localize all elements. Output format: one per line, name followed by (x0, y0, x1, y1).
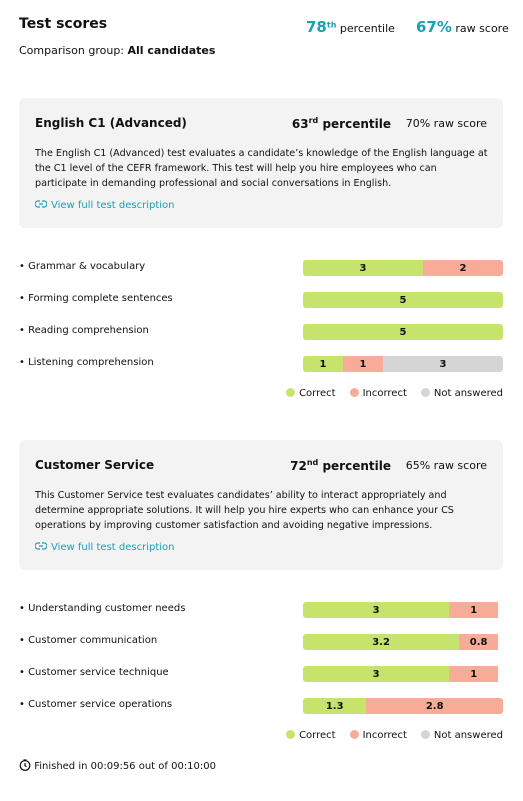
percentile: 78th percentile (306, 18, 395, 36)
segment-label: 1 (470, 668, 478, 680)
bar-segment: 1 (449, 602, 499, 618)
bar-segment: 3 (303, 602, 450, 618)
comparison-value: All candidates (127, 44, 216, 57)
segment-label: 3 (372, 604, 380, 616)
segment-label: 3 (372, 668, 380, 680)
legend-label: Correct (299, 730, 336, 741)
legend-item: Correct (286, 730, 336, 741)
legend-dot (420, 730, 430, 739)
skill-name: Customer service operations (19, 699, 172, 710)
segment-label: 5 (399, 294, 407, 306)
test-name: Customer Service (35, 458, 155, 472)
test-raw-score: 65% raw score (405, 459, 487, 472)
skill-name: Forming complete sentences (19, 293, 173, 304)
legend-label: Incorrect (362, 730, 407, 741)
segment-label: 1.3 (325, 700, 344, 712)
legend-dot (349, 730, 359, 739)
percentile-suffix: th (326, 20, 337, 30)
test-description: The English C1 (Advanced) test evaluates… (35, 148, 488, 189)
title: Test scores (19, 16, 108, 32)
bar-segment: 1 (343, 356, 383, 372)
link-icon (34, 542, 48, 550)
footer-text: Finished in 00:09:56 out of 00:10:00 (34, 761, 217, 772)
legend-label: Incorrect (362, 388, 407, 399)
percentile-label: percentile (322, 459, 391, 473)
test-percentile: 63rd percentile (292, 116, 391, 131)
skill-name: Understanding customer needs (19, 603, 185, 614)
bar-segment: 2.8 (366, 698, 503, 714)
test-description: This Customer Service test evaluates can… (35, 490, 454, 531)
bar-segment: 3 (383, 356, 503, 372)
legend-item: Incorrect (349, 730, 407, 741)
raw-score-value: 67% (416, 18, 452, 36)
skill-name: Grammar & vocabulary (19, 261, 145, 272)
percentile-label: percentile (322, 117, 391, 131)
skill-name: Listening comprehension (19, 357, 154, 368)
legend-label: Correct (299, 388, 336, 399)
comparison-label: Comparison group: (19, 44, 125, 57)
segment-label: 0.8 (469, 636, 488, 648)
legend-dot (286, 730, 296, 739)
percentile-number: 63 (291, 117, 309, 131)
legend: Correct Incorrect Not answered (286, 388, 503, 399)
segment-label: 3 (439, 358, 447, 370)
bar-segment: 3 (303, 666, 450, 682)
segment-label: 2 (459, 262, 467, 274)
bar-segment: 5 (303, 324, 503, 340)
segment-label: 1 (470, 604, 478, 616)
legend-label: Not answered (433, 730, 503, 741)
test-card: Customer Service 72nd percentile 65% raw s… (19, 440, 503, 570)
test-name: English C1 (Advanced) (35, 116, 187, 130)
clock-icon (19, 759, 31, 771)
test-card: English C1 (Advanced) 63rd percentile 70% … (19, 98, 503, 228)
percentile-suffix: rd (308, 116, 319, 125)
segment-label: 2.8 (425, 700, 444, 712)
segment-label: 1 (319, 358, 327, 370)
raw-score: 67% raw score (416, 18, 509, 36)
description-link[interactable]: View full test description (34, 200, 175, 211)
legend-item: Correct (286, 388, 336, 399)
skill-name: Customer communication (19, 635, 157, 646)
bar-segment: 1 (449, 666, 499, 682)
percentile-number: 72 (290, 459, 307, 473)
legend-item: Not answered (420, 730, 503, 741)
segment-label: 3.2 (372, 636, 390, 648)
legend-dot (286, 388, 296, 397)
legend-dot (349, 388, 359, 397)
legend-item: Incorrect (349, 388, 407, 399)
test-raw-score: 70% raw score (405, 117, 487, 130)
segment-label: 3 (359, 262, 367, 274)
bar-segment: 1 (303, 356, 343, 372)
segment-label: 1 (359, 358, 367, 370)
test-percentile: 72nd percentile (290, 458, 391, 473)
skill-name: Customer service technique (19, 667, 169, 678)
bar-segment: 3 (303, 260, 423, 276)
bar-segment: 1.3 (303, 698, 367, 714)
legend-label: Not answered (433, 388, 503, 399)
bar-segment: 5 (303, 292, 503, 308)
legend: Correct Incorrect Not answered (286, 730, 503, 741)
skill-name: Reading comprehension (19, 325, 149, 336)
percentile-suffix: nd (306, 458, 319, 467)
footer: Finished in 00:09:56 out of 00:10:00 (19, 759, 216, 772)
bar-segment: 3.2 (303, 634, 460, 650)
percentile-label: percentile (339, 22, 395, 35)
description-link[interactable]: View full test description (34, 542, 175, 553)
legend-item: Not answered (420, 388, 503, 399)
link-icon (34, 200, 48, 208)
link-text[interactable]: View full test description (51, 200, 175, 211)
segment-label: 5 (399, 326, 407, 338)
link-text[interactable]: View full test description (51, 542, 175, 553)
legend-dot (420, 388, 430, 397)
raw-score-label: raw score (455, 22, 509, 35)
comparison: Comparison group: All candidates (19, 44, 215, 57)
bar-segment: 2 (423, 260, 503, 276)
percentile-number: 78 (306, 18, 327, 36)
bar-segment: 0.8 (459, 634, 499, 650)
